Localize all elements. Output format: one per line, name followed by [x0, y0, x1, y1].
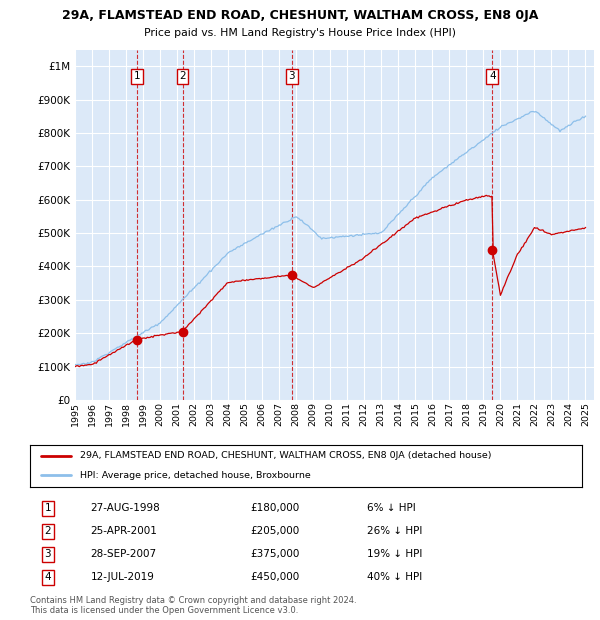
- Text: 1999: 1999: [139, 402, 148, 426]
- Text: 2004: 2004: [224, 402, 233, 426]
- Text: 2002: 2002: [190, 402, 199, 426]
- Text: £375,000: £375,000: [251, 549, 300, 559]
- Text: 26% ↓ HPI: 26% ↓ HPI: [367, 526, 422, 536]
- Text: 27-AUG-1998: 27-AUG-1998: [91, 503, 160, 513]
- Text: 2020: 2020: [496, 402, 505, 426]
- Text: 2012: 2012: [360, 402, 369, 426]
- Text: 25-APR-2001: 25-APR-2001: [91, 526, 158, 536]
- Text: 2010: 2010: [326, 402, 335, 426]
- Text: 2008: 2008: [292, 402, 301, 426]
- Text: HPI: Average price, detached house, Broxbourne: HPI: Average price, detached house, Brox…: [80, 471, 310, 480]
- Text: 3: 3: [289, 71, 295, 81]
- Text: 2003: 2003: [206, 402, 215, 426]
- Text: 2018: 2018: [462, 402, 471, 426]
- Text: Price paid vs. HM Land Registry's House Price Index (HPI): Price paid vs. HM Land Registry's House …: [144, 28, 456, 38]
- Text: 2016: 2016: [428, 402, 437, 426]
- Text: 2022: 2022: [530, 402, 539, 426]
- Text: £205,000: £205,000: [251, 526, 300, 536]
- Text: £450,000: £450,000: [251, 572, 300, 582]
- Text: 2023: 2023: [547, 402, 556, 426]
- Text: 2: 2: [44, 526, 51, 536]
- Text: 2: 2: [179, 71, 186, 81]
- Text: 2025: 2025: [581, 402, 590, 426]
- Text: 1997: 1997: [104, 402, 113, 426]
- Text: 1: 1: [134, 71, 140, 81]
- Text: 19% ↓ HPI: 19% ↓ HPI: [367, 549, 422, 559]
- Text: £180,000: £180,000: [251, 503, 300, 513]
- Text: 2021: 2021: [513, 402, 522, 426]
- Text: 2005: 2005: [241, 402, 250, 426]
- Text: 2015: 2015: [411, 402, 420, 426]
- Text: 1996: 1996: [88, 402, 97, 426]
- Text: 29A, FLAMSTEAD END ROAD, CHESHUNT, WALTHAM CROSS, EN8 0JA (detached house): 29A, FLAMSTEAD END ROAD, CHESHUNT, WALTH…: [80, 451, 491, 461]
- Text: 2024: 2024: [564, 402, 573, 426]
- Text: Contains HM Land Registry data © Crown copyright and database right 2024.: Contains HM Land Registry data © Crown c…: [30, 596, 356, 606]
- Text: 2006: 2006: [257, 402, 266, 426]
- Text: 1: 1: [44, 503, 51, 513]
- Text: 12-JUL-2019: 12-JUL-2019: [91, 572, 155, 582]
- Text: 2013: 2013: [377, 402, 386, 426]
- Text: This data is licensed under the Open Government Licence v3.0.: This data is licensed under the Open Gov…: [30, 606, 298, 616]
- Text: 2014: 2014: [394, 402, 403, 426]
- Text: 2011: 2011: [343, 402, 352, 426]
- Text: 29A, FLAMSTEAD END ROAD, CHESHUNT, WALTHAM CROSS, EN8 0JA: 29A, FLAMSTEAD END ROAD, CHESHUNT, WALTH…: [62, 9, 538, 22]
- Text: 2000: 2000: [155, 402, 164, 426]
- Text: 2017: 2017: [445, 402, 454, 426]
- Text: 6% ↓ HPI: 6% ↓ HPI: [367, 503, 415, 513]
- Text: 2009: 2009: [309, 402, 318, 426]
- Text: 1998: 1998: [122, 402, 131, 426]
- Text: 2007: 2007: [275, 402, 284, 426]
- Text: 1995: 1995: [71, 402, 79, 426]
- Text: 4: 4: [44, 572, 51, 582]
- Text: 2019: 2019: [479, 402, 488, 426]
- Text: 40% ↓ HPI: 40% ↓ HPI: [367, 572, 422, 582]
- Text: 28-SEP-2007: 28-SEP-2007: [91, 549, 157, 559]
- Text: 3: 3: [44, 549, 51, 559]
- Text: 2001: 2001: [173, 402, 182, 426]
- Text: 4: 4: [489, 71, 496, 81]
